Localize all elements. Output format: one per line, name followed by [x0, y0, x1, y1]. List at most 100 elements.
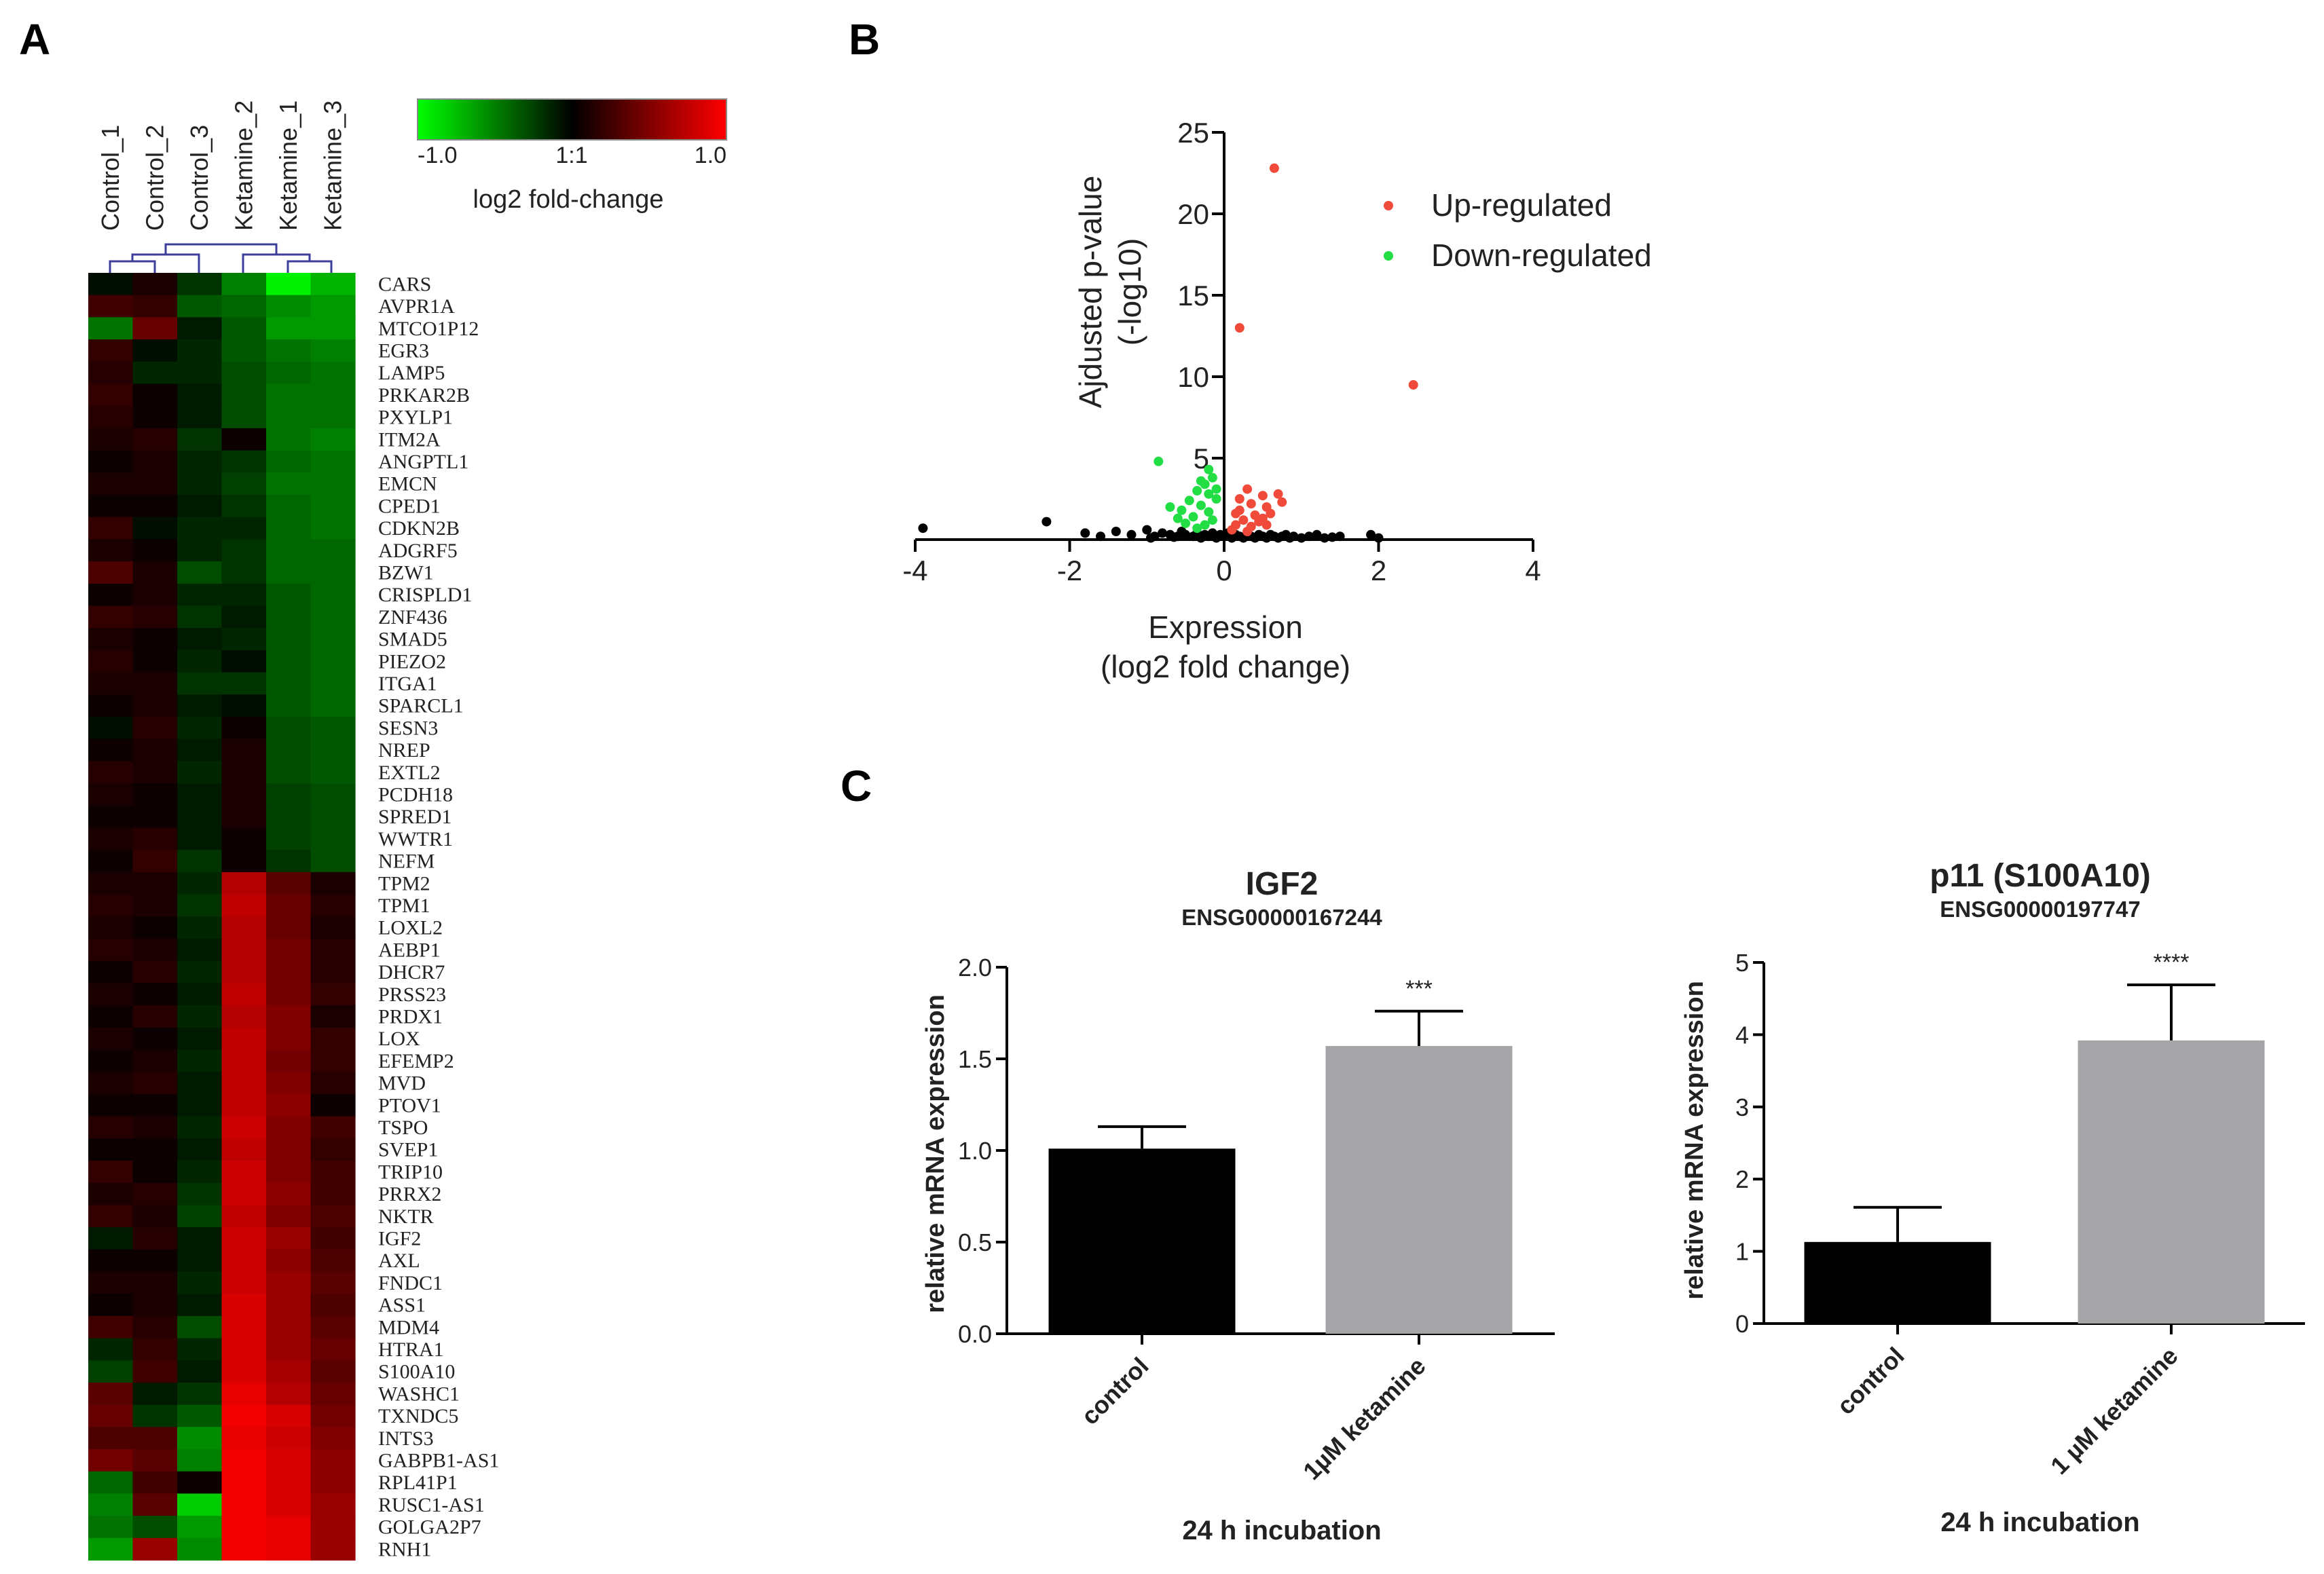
heatmap-cell: [88, 783, 134, 806]
heatmap-cell: [310, 650, 356, 673]
heatmap-row-label: RPL41P1: [378, 1472, 458, 1494]
heatmap-cell: [266, 495, 312, 518]
heatmap-cell: [88, 1271, 134, 1294]
volcano-x-label: Expression: [1148, 610, 1303, 645]
heatmap-cell: [132, 916, 178, 939]
heatmap-cell: [266, 1493, 312, 1516]
heatmap-cell: [177, 317, 223, 340]
heatmap-cell: [310, 561, 356, 584]
heatmap-cell: [177, 406, 223, 429]
heatmap-cell: [266, 1049, 312, 1072]
heatmap-cell: [266, 1271, 312, 1294]
heatmap-cell: [266, 916, 312, 939]
dendrogram-branch: [131, 253, 200, 273]
volcano-point-down-regulated: [1204, 464, 1214, 474]
volcano-point-down-regulated: [1154, 456, 1164, 466]
heatmap-panel: Control_1 Control_2 Control_3 Ketamine_2 Ket…: [88, 98, 727, 1561]
heatmap-cell: [132, 1116, 178, 1139]
heatmap-cell: [132, 406, 178, 429]
heatmap-cell: [88, 517, 134, 540]
heatmap-row-label: PCDH18: [378, 783, 453, 806]
volcano-point-up-regulated: [1242, 484, 1253, 494]
volcano-point-not-significant: [1304, 531, 1314, 542]
heatmap-cell: [88, 960, 134, 983]
volcano-point-down-regulated: [1207, 472, 1217, 483]
heatmap-column-label: Control_1: [96, 125, 124, 231]
volcano-point-down-regulated: [1184, 495, 1194, 506]
column-dendrogram: [109, 243, 333, 273]
heatmap-cell: [177, 1249, 223, 1273]
heatmap-cell: [132, 561, 178, 584]
heatmap-cell: [132, 939, 178, 962]
heatmap-cell: [221, 1005, 267, 1028]
dendrogram-branch: [242, 253, 311, 273]
volcano-point-not-significant: [1126, 529, 1137, 540]
dendrogram-branch: [109, 260, 156, 273]
heatmap-cell: [266, 960, 312, 983]
heatmap-row-label: CDKN2B: [378, 517, 460, 540]
heatmap-cell: [310, 805, 356, 829]
igf2-y-tick-label: 0.0: [958, 1320, 992, 1348]
heatmap-row-label: CPED1: [378, 495, 441, 517]
heatmap-cell: [88, 894, 134, 917]
igf2-y-label: relative mRNA expression: [921, 994, 950, 1313]
heatmap-cell: [310, 939, 356, 962]
colorbar: -1.0 1:1 1.0 log2 fold-change: [417, 98, 727, 214]
heatmap-cell: [177, 761, 223, 784]
p11-bar: [1804, 1241, 1991, 1324]
volcano-point-down-regulated: [1207, 515, 1217, 525]
heatmap-cell: [221, 983, 267, 1006]
heatmap-cell: [177, 1383, 223, 1406]
heatmap-cell: [132, 583, 178, 607]
heatmap-cell: [221, 738, 267, 762]
heatmap-cell: [177, 1049, 223, 1072]
heatmap-cell: [310, 1383, 356, 1406]
p11-subtitle: ENSG00000197747: [1940, 897, 2140, 922]
heatmap-cell: [132, 850, 178, 873]
heatmap-cell: [88, 672, 134, 695]
heatmap-cell: [132, 1516, 178, 1539]
heatmap-cell: [132, 1227, 178, 1250]
heatmap-cell: [221, 561, 267, 584]
volcano-point-not-significant: [1285, 533, 1295, 543]
heatmap-row-label: SVEP1: [378, 1139, 438, 1161]
heatmap-row-label: TRIP10: [378, 1161, 443, 1183]
heatmap-cell: [88, 406, 134, 429]
heatmap-cell: [310, 1360, 356, 1383]
heatmap-cell: [177, 1338, 223, 1361]
volcano-point-up-regulated: [1257, 513, 1268, 523]
heatmap-column-label: Ketamine_1: [274, 100, 302, 231]
igf2-bar: [1325, 1046, 1513, 1334]
heatmap-row-label: CARS: [378, 273, 431, 295]
volcano-point-up-regulated: [1238, 515, 1249, 525]
heatmap-cell: [132, 960, 178, 983]
heatmap-cell: [88, 1294, 134, 1317]
heatmap-cell: [266, 983, 312, 1006]
igf2-y-tick-label: 0.5: [958, 1229, 992, 1256]
heatmap-cell: [310, 1449, 356, 1472]
heatmap-cell: [88, 1161, 134, 1184]
heatmap-cell: [177, 1537, 223, 1561]
volcano-point-up-regulated: [1408, 380, 1418, 390]
heatmap-cell: [221, 850, 267, 873]
heatmap-cell: [177, 605, 223, 629]
heatmap-cell: [88, 1516, 134, 1539]
heatmap-cell: [266, 1182, 312, 1205]
heatmap-cell: [310, 1116, 356, 1139]
heatmap-column-label: Control_3: [185, 125, 213, 231]
heatmap-cell: [221, 1161, 267, 1184]
heatmap-cell: [221, 428, 267, 451]
p11-y-tick-label: 1: [1735, 1238, 1749, 1266]
volcano-point-not-significant: [1096, 531, 1105, 542]
heatmap-cell: [177, 1205, 223, 1228]
heatmap-cell: [88, 1093, 134, 1117]
heatmap-cell: [177, 1116, 223, 1139]
heatmap-cell: [88, 1249, 134, 1273]
heatmap-cell: [221, 1027, 267, 1051]
heatmap-cell: [310, 539, 356, 562]
heatmap-cell: [177, 1271, 223, 1294]
heatmap-row-label: IGF2: [378, 1228, 421, 1250]
p11-y-tick-label: 0: [1735, 1310, 1749, 1338]
heatmap-cell: [88, 295, 134, 318]
